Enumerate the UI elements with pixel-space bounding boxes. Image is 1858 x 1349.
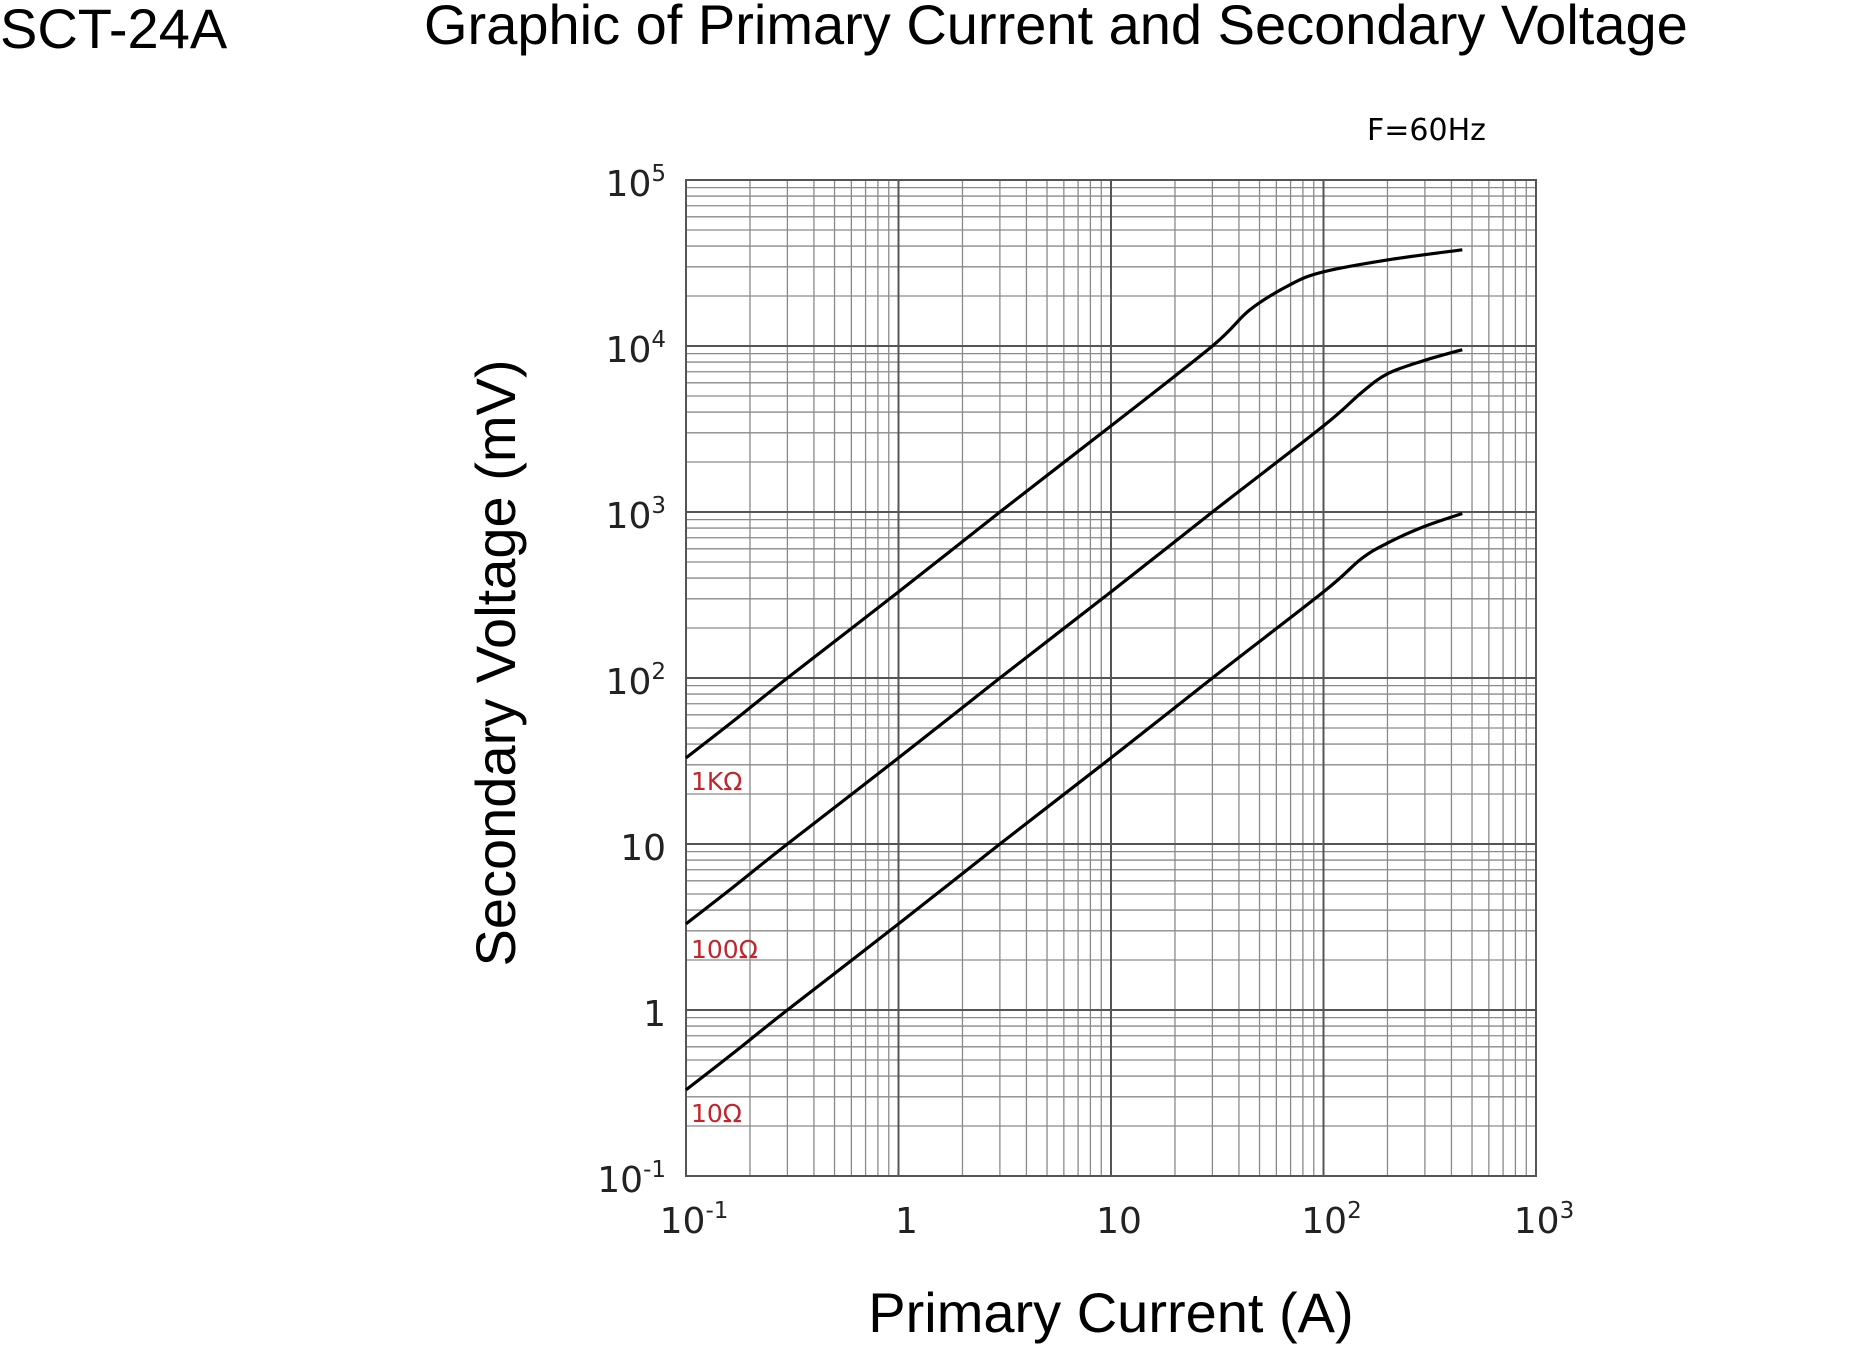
y-tick-label: 1: [643, 994, 666, 1035]
series-label: 100Ω: [691, 935, 758, 964]
y-axis-label: Secondary Voltage (mV): [464, 360, 527, 967]
y-tick-label: 103: [606, 493, 666, 537]
x-tick-labels: 10-1 1 10 102 103: [660, 1198, 1575, 1242]
y-tick-labels: 10-1 1 10 102 103 104 105: [597, 161, 666, 1201]
y-tick-label: 10-1: [597, 1157, 666, 1201]
y-tick-label: 10: [620, 828, 666, 869]
frequency-annotation: F=60Hz: [1367, 113, 1486, 148]
x-tick-label: 10: [1096, 1201, 1142, 1242]
series-labels: 1KΩ 100Ω 10Ω: [691, 767, 758, 1128]
series-label: 1KΩ: [691, 767, 742, 796]
chart-title: Graphic of Primary Current and Secondary…: [424, 0, 1688, 56]
x-tick-label: 103: [1514, 1198, 1574, 1242]
x-tick-label: 1: [895, 1201, 918, 1242]
y-tick-label: 102: [606, 659, 666, 703]
series-lines: [685, 248, 1463, 1092]
series-line: [685, 248, 1463, 760]
plot-frame: [685, 179, 1537, 1177]
series-line: [685, 348, 1463, 926]
y-tick-label: 104: [606, 327, 666, 371]
y-tick-label: 105: [606, 161, 666, 205]
x-axis-label: Primary Current (A): [868, 1281, 1353, 1344]
model-name: SCT-24A: [0, 0, 228, 60]
series-line: [685, 511, 1463, 1092]
series-label: 10Ω: [691, 1099, 742, 1128]
x-tick-label: 102: [1301, 1198, 1361, 1242]
x-tick-label: 10-1: [660, 1198, 729, 1242]
